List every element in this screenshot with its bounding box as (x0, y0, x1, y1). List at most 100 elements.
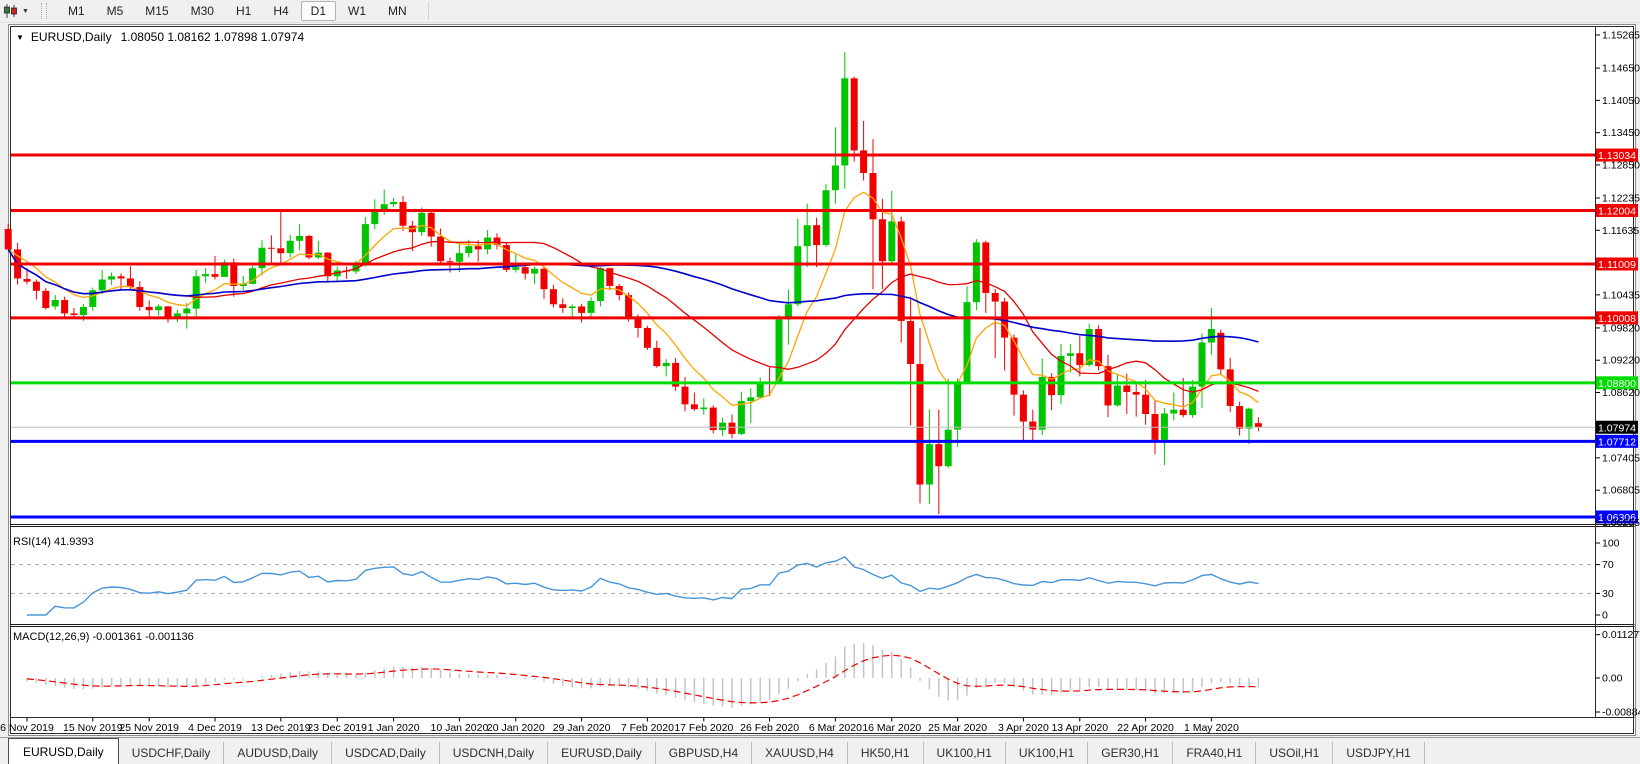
chart-tab-uk100-h1-10[interactable]: UK100,H1 (1006, 742, 1089, 764)
chart-tab-eurusd-daily-5[interactable]: EURUSD,Daily (548, 742, 656, 764)
chart-tab-eurusd-daily-0[interactable]: EURUSD,Daily (8, 738, 119, 764)
rsi-line (27, 556, 1259, 616)
svg-text:1 Jan 2020: 1 Jan 2020 (368, 722, 420, 734)
svg-text:20 Jan 2020: 20 Jan 2020 (487, 722, 545, 734)
svg-text:15 Nov 2019: 15 Nov 2019 (63, 722, 123, 734)
price-axis[interactable]: 1.15265 1.14650 1.14050 1.13450 1.12850 1.122… (1595, 30, 1640, 529)
svg-text:6 Mar 2020: 6 Mar 2020 (809, 722, 862, 734)
timeframe-button-m5[interactable]: M5 (106, 4, 124, 18)
collapse-triangle-icon[interactable]: ▼ (16, 32, 24, 42)
svg-text:1.07712: 1.07712 (1598, 436, 1636, 448)
macd-signal-line (26, 654, 1259, 704)
chart-tab-usdcnh-daily-4[interactable]: USDCNH,Daily (440, 742, 549, 764)
chart-tab-usoil-h1-13[interactable]: USOil,H1 (1256, 742, 1334, 764)
svg-text:4 Dec 2019: 4 Dec 2019 (188, 722, 242, 734)
svg-text:1.09820: 1.09820 (1602, 322, 1640, 334)
timeframe-button-w1[interactable]: W1 (348, 4, 366, 18)
svg-text:1.11635: 1.11635 (1602, 225, 1639, 237)
chart-tool-candlestick-icon[interactable] (2, 3, 20, 19)
rsi-axis[interactable]: 100 70 30 0 (1595, 538, 1620, 622)
timeframe-button-mn[interactable]: MN (388, 4, 407, 18)
toolbar-separator (427, 2, 429, 20)
svg-text:1.06205: 1.06205 (1602, 517, 1640, 529)
chart-tab-usdcad-daily-3[interactable]: USDCAD,Daily (332, 742, 440, 764)
toolbar: ▼ M1 M5 M15 M30 H1 H4 D1 W1 MN (0, 0, 1640, 23)
chart-tab-gbpusd-h4-6[interactable]: GBPUSD,H4 (656, 742, 753, 764)
timeframe-button-d1[interactable]: D1 (300, 1, 336, 21)
toolbar-drag-grip[interactable] (40, 3, 47, 19)
chart-tab-bar: EURUSD,Daily USDCHF,Daily AUDUSD,Daily USDC… (0, 737, 1640, 764)
svg-text:1.09220: 1.09220 (1602, 355, 1640, 367)
chart-title: ▼ EURUSD,Daily 1.08050 1.08162 1.07898 1… (16, 30, 304, 44)
rsi-indicator-label: RSI(14) 41.9393 (13, 536, 94, 548)
tool-dropdown-arrow-icon[interactable]: ▼ (22, 7, 29, 15)
svg-text:30: 30 (1602, 588, 1614, 600)
svg-text:100: 100 (1602, 538, 1620, 550)
axis-frame (10, 26, 1635, 718)
svg-text:3 Apr 2020: 3 Apr 2020 (998, 722, 1049, 734)
svg-text:1.14650: 1.14650 (1602, 63, 1640, 75)
chart-tab-fra40-h1-12[interactable]: FRA40,H1 (1173, 742, 1257, 764)
macd-indicator-label: MACD(12,26,9) -0.001361 -0.001136 (13, 631, 194, 643)
svg-text:1.13034: 1.13034 (1598, 150, 1636, 162)
svg-text:1.13450: 1.13450 (1602, 127, 1640, 139)
chart-tab-usdjpy-h1-14[interactable]: USDJPY,H1 (1333, 742, 1425, 764)
svg-text:1.12850: 1.12850 (1602, 159, 1640, 171)
svg-text:0.00: 0.00 (1602, 673, 1623, 685)
svg-text:70: 70 (1602, 559, 1614, 571)
svg-text:1 May 2020: 1 May 2020 (1184, 722, 1239, 734)
ma-fast-line (7, 191, 1259, 408)
rsi-line-layer (27, 556, 1259, 616)
svg-text:13 Dec 2019: 13 Dec 2019 (251, 722, 311, 734)
svg-text:10 Jan 2020: 10 Jan 2020 (430, 722, 488, 734)
chart-ohlc-values: 1.08050 1.08162 1.07898 1.07974 (120, 30, 305, 44)
chart-tab-audusd-daily-2[interactable]: AUDUSD,Daily (224, 742, 333, 764)
svg-text:1.10008: 1.10008 (1598, 313, 1636, 325)
chart-tab-ger30-h1-11[interactable]: GER30,H1 (1088, 742, 1174, 764)
timeframe-button-m15[interactable]: M15 (145, 4, 169, 18)
timeframe-button-m1[interactable]: M1 (67, 4, 85, 18)
chart-tab-usdchf-daily-1[interactable]: USDCHF,Daily (119, 742, 225, 764)
ma-medium-line (7, 240, 1259, 393)
timeframe-button-m30[interactable]: M30 (190, 4, 214, 18)
svg-text:1.06306: 1.06306 (1598, 512, 1636, 524)
svg-text:1.07405: 1.07405 (1602, 452, 1640, 464)
svg-text:16 Mar 2020: 16 Mar 2020 (862, 722, 921, 734)
price-level-lines[interactable]: 1.13034 1.12004 1.11009 1.10008 1.08800 1.077… (11, 148, 1638, 524)
svg-text:1.14050: 1.14050 (1602, 95, 1640, 107)
svg-text:23 Dec 2019: 23 Dec 2019 (307, 722, 367, 734)
chart-symbol-period: EURUSD,Daily (30, 30, 112, 44)
chart-tab-hk50-h1-8[interactable]: HK50,H1 (848, 742, 924, 764)
svg-text:1.08620: 1.08620 (1602, 387, 1640, 399)
svg-text:13 Apr 2020: 13 Apr 2020 (1051, 722, 1108, 734)
svg-text:1.11009: 1.11009 (1598, 259, 1636, 271)
svg-text:17 Feb 2020: 17 Feb 2020 (674, 722, 733, 734)
timeframe-button-h1[interactable]: H1 (235, 4, 252, 18)
macd-layer (26, 642, 1260, 708)
pane-splitters[interactable] (10, 524, 1635, 627)
macd-axis[interactable]: 0.011277 0.00 -0.008845 (1595, 629, 1640, 719)
svg-text:26 Feb 2020: 26 Feb 2020 (740, 722, 799, 734)
svg-text:0.011277: 0.011277 (1602, 629, 1640, 641)
timeframe-button-h4[interactable]: H4 (273, 4, 289, 18)
svg-text:29 Jan 2020: 29 Jan 2020 (553, 722, 611, 734)
svg-text:1.06805: 1.06805 (1602, 485, 1640, 497)
svg-text:1.08800: 1.08800 (1598, 378, 1636, 390)
svg-text:25 Nov 2019: 25 Nov 2019 (119, 722, 179, 734)
timeframe-buttons: M1 M5 M15 M30 H1 H4 D1 W1 MN (57, 1, 418, 21)
svg-text:1.12235: 1.12235 (1602, 193, 1640, 205)
svg-text:6 Nov 2019: 6 Nov 2019 (0, 722, 54, 734)
chart-tab-xauusd-h4-7[interactable]: XAUUSD,H4 (752, 742, 848, 764)
svg-text:25 Mar 2020: 25 Mar 2020 (928, 722, 987, 734)
current-price-marker: 1.07974 (11, 420, 1638, 434)
chart-tab-uk100-h1-9[interactable]: UK100,H1 (924, 742, 1006, 764)
svg-text:-0.008845: -0.008845 (1602, 707, 1640, 719)
svg-text:1.15265: 1.15265 (1602, 30, 1640, 42)
chart-window-frame (8, 24, 1636, 736)
svg-text:1.10435: 1.10435 (1602, 289, 1640, 301)
svg-text:1.12004: 1.12004 (1598, 205, 1636, 217)
svg-text:0: 0 (1602, 610, 1608, 622)
svg-text:1.07974: 1.07974 (1598, 422, 1636, 434)
